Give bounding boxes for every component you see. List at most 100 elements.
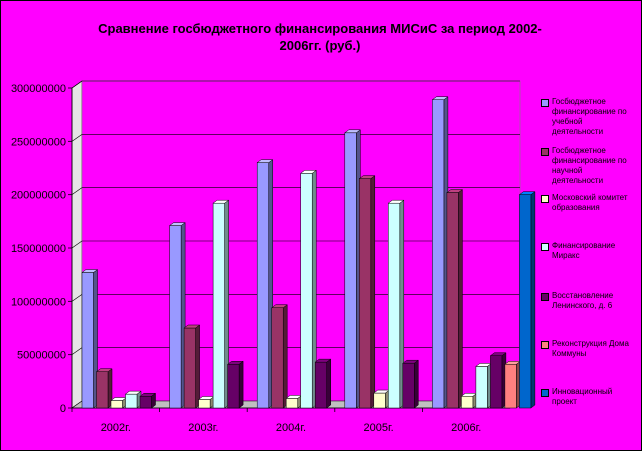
y-tick-label: 0: [60, 403, 66, 415]
x-tick-label: 2003г.: [188, 422, 218, 434]
gridline-side: [71, 134, 83, 142]
bar-top: [344, 129, 362, 134]
bar: [460, 392, 478, 409]
legend-item: Госбюджетное финансирование по научной д…: [541, 146, 633, 186]
bar-front: [96, 371, 109, 409]
y-tick-label: 100000000: [11, 296, 66, 308]
bar-top: [139, 393, 157, 397]
y-tick-label: 200000000: [11, 190, 66, 202]
legend-label: Инновационный проект: [552, 387, 613, 406]
legend-item: Госбюджетное финансирование по учебной д…: [541, 97, 633, 137]
legend-label: Финансирование Миракс: [552, 241, 616, 260]
bar-front: [373, 392, 386, 409]
bar-front: [139, 396, 152, 409]
y-tick-label: 300000000: [11, 83, 66, 95]
bar: [139, 392, 157, 409]
legend-item: Финансирование Миракс: [541, 241, 633, 261]
bar-top: [299, 170, 317, 174]
bar-side: [530, 191, 536, 409]
legend-item: Реконструкция Дома Коммуны: [541, 339, 633, 359]
legend-swatch: [541, 293, 549, 301]
bar-top: [81, 269, 99, 273]
bar: [344, 129, 362, 409]
bar-front: [285, 398, 298, 409]
bar: [373, 389, 391, 409]
bar-front: [227, 364, 240, 409]
bar-front: [271, 307, 284, 409]
legend-label: Госбюджетное финансирование по научной д…: [552, 146, 627, 185]
gridline-side: [71, 294, 83, 302]
gridline-side: [71, 347, 83, 355]
legend-swatch: [541, 389, 549, 397]
bar-side: [195, 324, 200, 409]
legend-swatch: [541, 99, 549, 107]
bar-top: [431, 96, 449, 100]
bar: [226, 360, 244, 409]
bar-front: [446, 192, 459, 409]
legend-label: Московский комитет образования: [552, 193, 628, 212]
bar-front: [212, 202, 225, 409]
x-tick-label: 2005г.: [363, 422, 393, 434]
legend-item: Московский комитет образования: [541, 193, 633, 213]
bar-front: [359, 178, 372, 409]
bar-side: [238, 360, 244, 409]
bar-front: [256, 162, 269, 409]
x-tick-label: 2006г.: [451, 422, 481, 434]
bar-top: [518, 191, 536, 195]
bar-top: [226, 361, 244, 365]
bar-front: [344, 132, 357, 409]
chart-title-line-1: Сравнение госбюджетного финансирования М…: [98, 21, 542, 36]
legend-label: Госбюджетное финансирование по учебной д…: [552, 97, 627, 136]
chart-title-line-2: 2006гг. (руб.): [279, 38, 361, 53]
legend-swatch: [541, 148, 549, 156]
bar-front: [475, 366, 488, 409]
legend-label: Восстановление Ленинского, д. 6: [552, 291, 614, 310]
bar-top: [256, 159, 274, 163]
bar-front: [169, 225, 182, 409]
bar: [197, 395, 215, 409]
bar: [183, 324, 201, 409]
y-tick-label: 150000000: [11, 243, 66, 255]
bar-top: [402, 359, 420, 364]
bar-side: [414, 359, 419, 409]
bar-front: [110, 400, 123, 409]
bar-top: [183, 324, 201, 329]
bar: [314, 358, 332, 409]
bar-side: [282, 304, 288, 409]
bar: [285, 394, 303, 409]
bar: [387, 199, 405, 409]
bar-front: [461, 396, 474, 409]
bar-front: [198, 399, 211, 409]
bar: [358, 175, 376, 409]
bar-top: [387, 199, 405, 204]
bar: [95, 368, 113, 409]
bar: [168, 222, 186, 409]
bar: [270, 304, 288, 409]
bar: [489, 352, 507, 409]
legend-label: Реконструкция Дома Коммуны: [552, 339, 629, 358]
bar-front: [388, 202, 401, 409]
y-tick-label: 250000000: [11, 136, 66, 148]
bar-front: [314, 361, 327, 409]
gridline-side: [71, 80, 83, 89]
gridline-side: [71, 240, 83, 249]
bar: [402, 359, 420, 409]
legend-swatch: [541, 195, 549, 203]
bar: [299, 169, 317, 409]
bar-side: [370, 175, 376, 409]
legend-swatch: [541, 341, 549, 349]
bar: [446, 189, 464, 409]
bar: [81, 269, 99, 409]
gridline-side: [71, 187, 83, 195]
bar-top: [95, 368, 113, 372]
bar-top: [358, 175, 376, 179]
x-tick-label: 2002г.: [101, 422, 131, 434]
bar-front: [183, 327, 196, 409]
chart-title: Сравнение госбюджетного финансирования М…: [60, 20, 580, 54]
bar-top: [314, 358, 332, 363]
bar: [504, 360, 522, 409]
bar-side: [458, 189, 463, 409]
bar: [124, 390, 142, 409]
bar-front: [490, 355, 503, 409]
